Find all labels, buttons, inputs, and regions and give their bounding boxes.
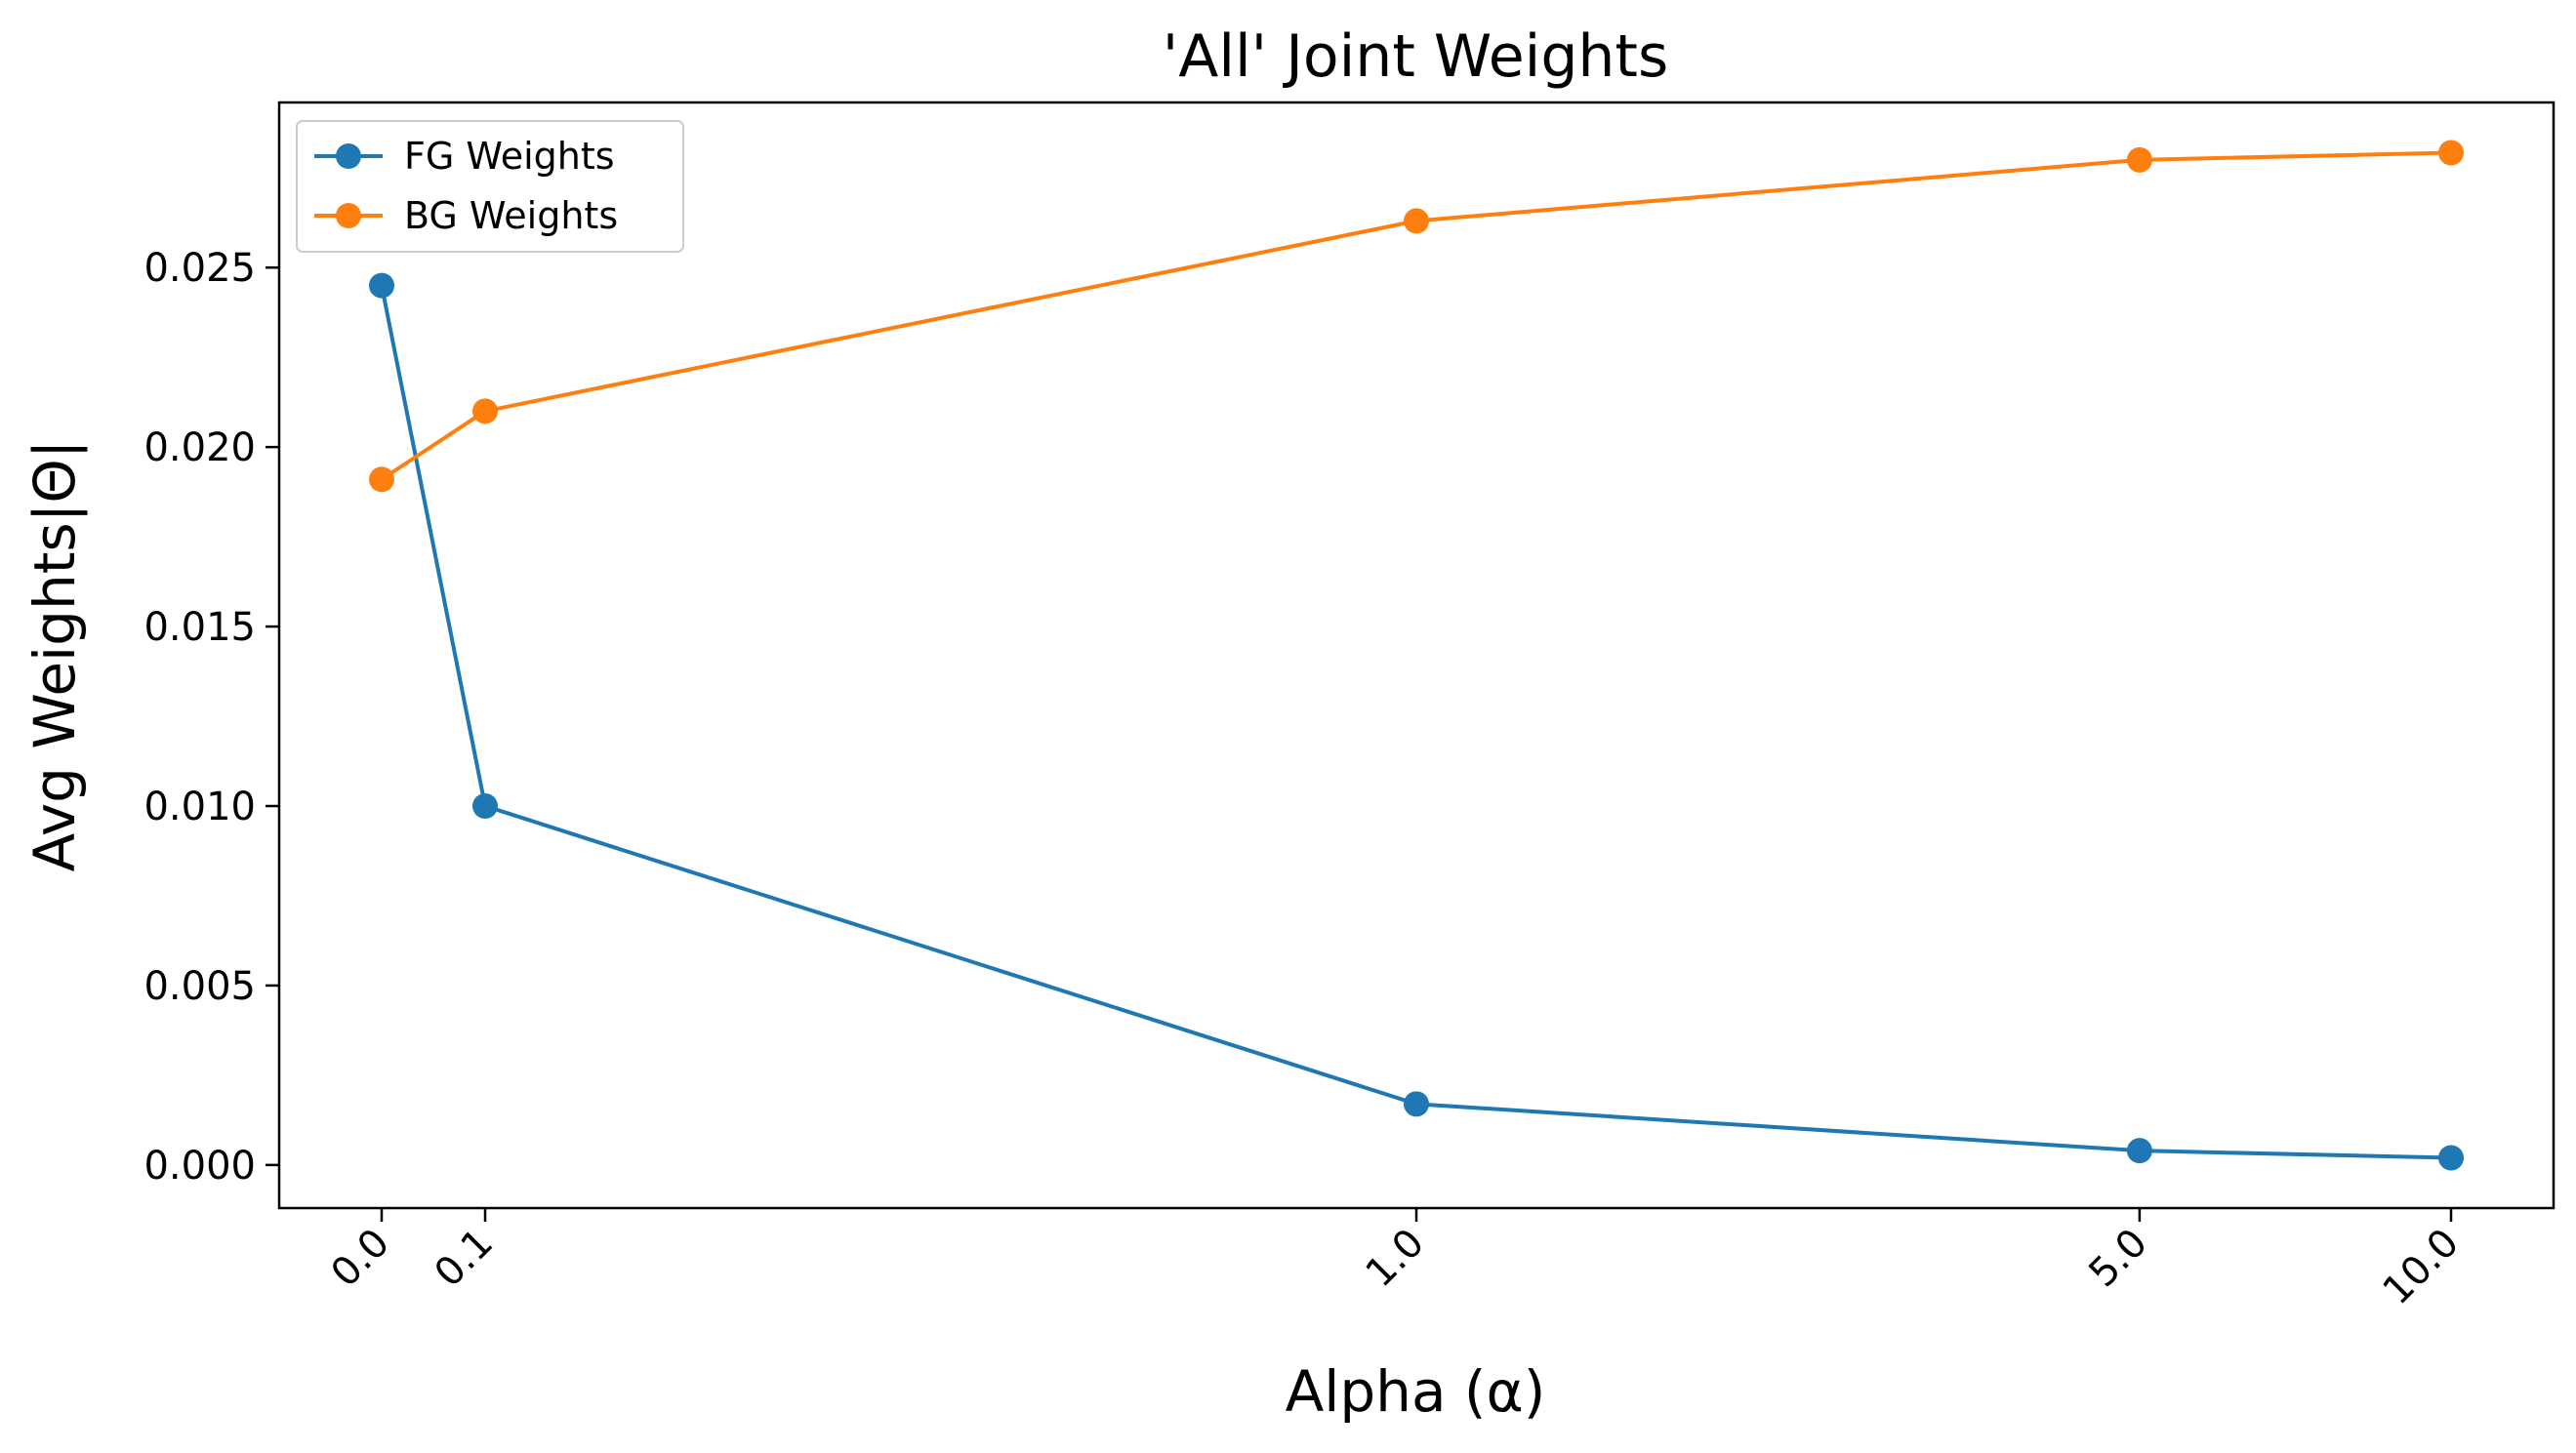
data-point-fg bbox=[369, 272, 394, 299]
x-tick-label: 0.1 bbox=[427, 1221, 503, 1297]
legend-bg-marker bbox=[336, 203, 361, 228]
y-tick-label: 0.000 bbox=[143, 1144, 256, 1189]
legend: FG Weights BG Weights bbox=[296, 120, 684, 253]
data-point-bg bbox=[369, 466, 394, 493]
legend-fg-marker bbox=[336, 143, 361, 169]
y-tick-label: 0.010 bbox=[143, 785, 256, 829]
y-axis-ticks: 0.000 0.005 0.010 0.015 0.020 0.025 bbox=[143, 246, 279, 1189]
y-tick-label: 0.020 bbox=[143, 425, 256, 470]
data-point-bg bbox=[2438, 140, 2464, 166]
data-point-bg bbox=[2126, 146, 2152, 173]
plot-area-frame bbox=[277, 101, 2556, 1210]
x-tick-label: 0.0 bbox=[323, 1221, 399, 1297]
x-tick-label: 5.0 bbox=[2080, 1221, 2156, 1297]
data-point-fg bbox=[472, 793, 498, 819]
y-tick-label: 0.025 bbox=[143, 246, 256, 291]
x-axis-label: Alpha (α) bbox=[1286, 1358, 1546, 1425]
x-tick-label: 10.0 bbox=[2375, 1221, 2469, 1314]
series-line-fg bbox=[380, 285, 2452, 1160]
data-point-fg bbox=[2438, 1145, 2464, 1171]
y-axis-label: Avg Weights|Θ| bbox=[21, 440, 88, 872]
data-point-fg bbox=[1404, 1091, 1429, 1117]
legend-bg-label: BG Weights bbox=[404, 194, 618, 237]
y-tick-label: 0.005 bbox=[143, 964, 256, 1009]
legend-fg-label: FG Weights bbox=[404, 135, 615, 178]
data-point-fg bbox=[2126, 1138, 2152, 1164]
series-line-bg bbox=[380, 150, 2452, 481]
legend-frame bbox=[296, 120, 684, 253]
data-point-bg bbox=[472, 398, 498, 424]
x-tick-label: 1.0 bbox=[1358, 1221, 1434, 1297]
chart-title: 'All' Joint Weights bbox=[1163, 22, 1668, 91]
y-tick-label: 0.015 bbox=[143, 605, 256, 650]
data-point-bg bbox=[1404, 208, 1429, 234]
x-axis-ticks: 0.0 0.1 1.0 5.0 10.0 bbox=[323, 1208, 2469, 1314]
series-layer bbox=[369, 140, 2464, 1171]
